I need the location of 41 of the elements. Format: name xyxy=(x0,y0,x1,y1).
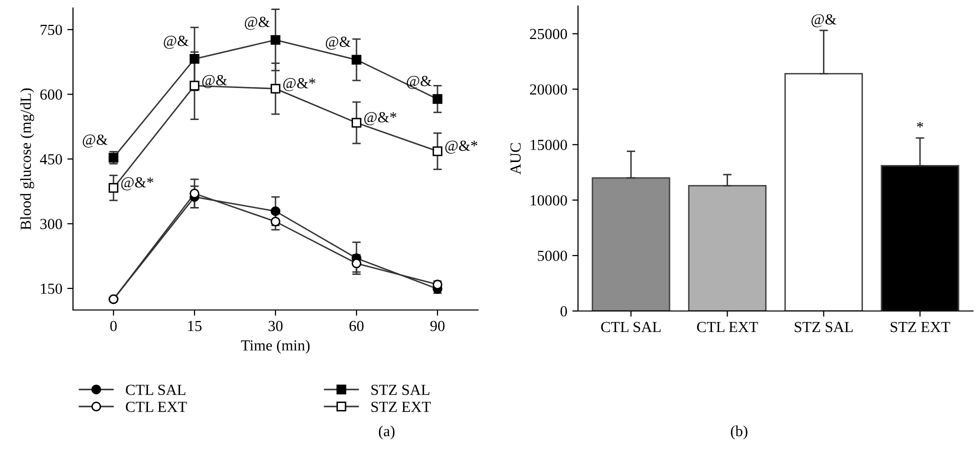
y-tick-label: 300 xyxy=(40,218,62,230)
annotation: @&* xyxy=(445,140,478,154)
legend-label: CTL EXT xyxy=(126,402,187,412)
y-tick-label: 5000 xyxy=(538,250,567,261)
x-tick-label: STZ SAL xyxy=(794,322,853,332)
annotation: @&* xyxy=(283,78,316,92)
x-tick-label: 0 xyxy=(110,320,117,332)
x-tick-label: 90 xyxy=(430,320,445,332)
legend-label: CTL SAL xyxy=(126,384,186,395)
y-tick-label: 15000 xyxy=(530,140,567,150)
y-tick-label: 25000 xyxy=(530,28,567,40)
x-tick-label: 60 xyxy=(350,320,364,332)
x-axis-title: Time (min) xyxy=(241,340,310,354)
annotation: @&* xyxy=(364,112,396,126)
y-axis-title: AUC xyxy=(510,143,521,174)
annotation: @& xyxy=(164,36,189,49)
y-tick-label: 450 xyxy=(40,154,62,164)
x-tick-label: CTL EXT xyxy=(697,322,758,332)
y-tick-label: 150 xyxy=(41,284,62,294)
y-tick-label: 0 xyxy=(560,306,567,316)
annotation: @& xyxy=(244,16,270,30)
annotation: @& xyxy=(812,14,836,28)
text: (b) xyxy=(730,426,748,440)
y-tick-label: 600 xyxy=(40,89,62,100)
text: (a) xyxy=(378,426,395,440)
x-tick-label: 30 xyxy=(268,320,283,332)
annotation: @& xyxy=(202,75,228,88)
y-axis-title: Blood glucose (mg/dL) xyxy=(20,88,34,230)
y-tick-label: 750 xyxy=(40,24,62,36)
annotation: @& xyxy=(82,134,108,148)
x-tick-label: STZ EXT xyxy=(890,322,950,332)
annotation: @& xyxy=(326,36,351,50)
legend-label: STZ EXT xyxy=(371,402,431,412)
annotation: @&* xyxy=(121,177,154,190)
x-tick-label: CTL SAL xyxy=(601,322,661,332)
y-tick-label: 10000 xyxy=(530,195,567,206)
annotation: @& xyxy=(406,76,432,89)
legend-label: STZ SAL xyxy=(371,384,430,395)
annotation: * xyxy=(916,122,924,128)
y-tick-label: 20000 xyxy=(530,84,567,95)
x-tick-label: 15 xyxy=(188,320,202,332)
